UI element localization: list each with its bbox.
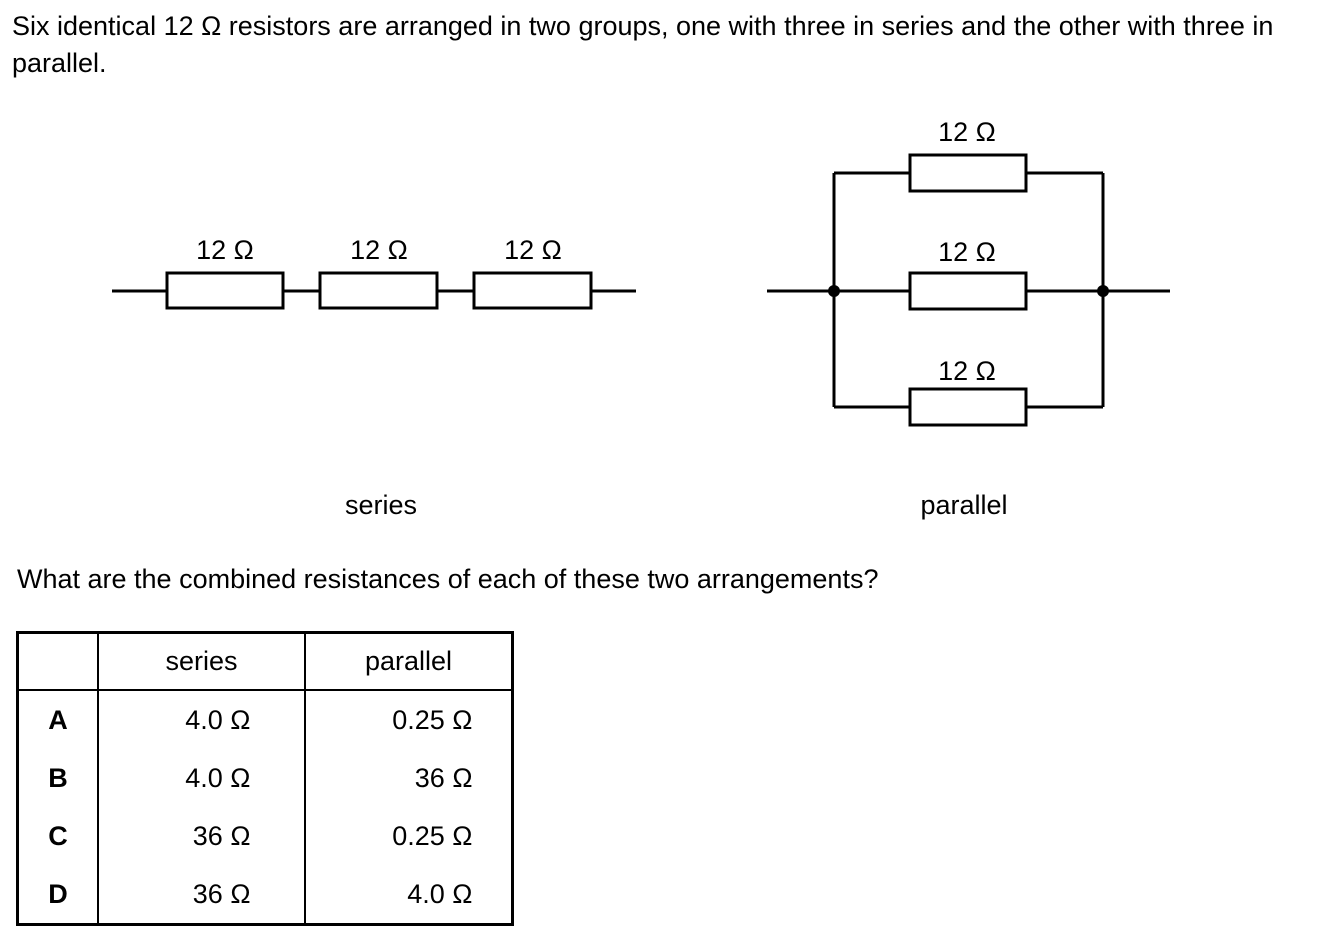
- parallel-value: 4.0 Ω: [305, 865, 513, 925]
- parallel-value: 36 Ω: [305, 749, 513, 807]
- circuit-diagrams: 12 Ω 12 Ω 12 Ω series 12 Ω 12 Ω 12 Ω par…: [112, 117, 1170, 520]
- option-letter: D: [17, 865, 99, 925]
- parallel-value: 0.25 Ω: [305, 690, 513, 749]
- header-option: [17, 632, 99, 691]
- parallel-value-text: 4.0 Ω: [407, 878, 473, 909]
- parallel-resistor-3-label: 12 Ω: [938, 356, 996, 386]
- parallel-resistor-1: [908, 153, 1028, 193]
- series-value-text: 4.0 Ω: [185, 704, 251, 735]
- question-intro: Six identical 12 Ω resistors are arrange…: [12, 11, 1274, 78]
- series-value: 36 Ω: [98, 807, 306, 865]
- parallel-resistor-2: [908, 271, 1028, 311]
- series-value: 4.0 Ω: [98, 749, 306, 807]
- junction-right: [1097, 285, 1109, 297]
- series-value: 36 Ω: [98, 865, 306, 925]
- series-value-text: 36 Ω: [192, 878, 251, 909]
- parallel-caption: parallel: [920, 490, 1007, 520]
- option-letter: C: [17, 807, 99, 865]
- header-parallel: parallel: [305, 632, 513, 691]
- series-value-text: 4.0 Ω: [185, 762, 251, 793]
- answer-row-a[interactable]: A 4.0 Ω 0.25 Ω: [17, 690, 513, 749]
- parallel-resistor-3: [908, 387, 1028, 427]
- series-resistor-3-label: 12 Ω: [504, 235, 562, 265]
- series-resistor-2: [318, 271, 439, 310]
- series-value-text: 36 Ω: [192, 820, 251, 851]
- option-letter: B: [17, 749, 99, 807]
- series-caption: series: [345, 490, 417, 520]
- series-resistor-1-label: 12 Ω: [196, 235, 254, 265]
- question-text: What are the combined resistances of eac…: [17, 564, 879, 594]
- answer-row-c[interactable]: C 36 Ω 0.25 Ω: [17, 807, 513, 865]
- header-series: series: [98, 632, 306, 691]
- series-value: 4.0 Ω: [98, 690, 306, 749]
- junction-left: [828, 285, 840, 297]
- parallel-value-text: 36 Ω: [414, 762, 473, 793]
- parallel-resistor-1-label: 12 Ω: [938, 117, 996, 147]
- parallel-resistor-2-label: 12 Ω: [938, 237, 996, 267]
- answer-table: series parallel A 4.0 Ω 0.25 Ω B 4.0 Ω 3…: [16, 631, 514, 926]
- answer-row-d[interactable]: D 36 Ω 4.0 Ω: [17, 865, 513, 925]
- series-circuit: [112, 271, 636, 310]
- answer-row-b[interactable]: B 4.0 Ω 36 Ω: [17, 749, 513, 807]
- series-resistor-2-label: 12 Ω: [350, 235, 408, 265]
- parallel-value-text: 0.25 Ω: [392, 704, 473, 735]
- series-resistor-1: [165, 271, 285, 310]
- option-letter: A: [17, 690, 99, 749]
- parallel-value: 0.25 Ω: [305, 807, 513, 865]
- table-header-row: series parallel: [17, 632, 513, 691]
- series-resistor-3: [472, 271, 593, 310]
- parallel-value-text: 0.25 Ω: [392, 820, 473, 851]
